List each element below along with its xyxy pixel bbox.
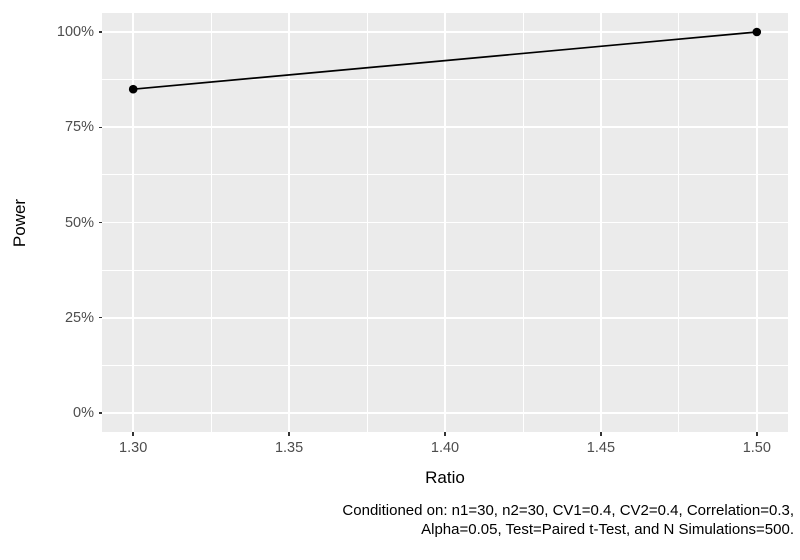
caption-line-2: Alpha=0.05, Test=Paired t-Test, and N Si…	[421, 520, 794, 538]
y-tick-label: 50%	[64, 214, 94, 231]
x-tick-mark	[756, 432, 758, 436]
chart-caption: Conditioned on: n1=30, n2=30, CV1=0.4, C…	[342, 502, 794, 539]
x-axis-title: Ratio	[425, 468, 465, 487]
vertical-gridline-major	[444, 13, 446, 432]
y-tick-label: 0%	[73, 404, 94, 421]
x-tick-label: 1.30	[119, 440, 148, 456]
vertical-gridline-major	[288, 13, 290, 432]
x-tick-mark	[444, 432, 446, 436]
x-tick-mark	[600, 432, 602, 436]
y-tick-label: 75%	[64, 119, 94, 136]
vertical-gridline-major	[755, 13, 758, 432]
x-tick-label: 1.45	[586, 440, 616, 456]
caption-line-1: Conditioned on: n1=30, n2=30, CV1=0.4, C…	[342, 502, 794, 519]
plot-panel	[102, 13, 788, 432]
x-tick-label: 1.35	[274, 440, 304, 456]
x-tick-label: 1.40	[430, 440, 460, 456]
x-tick-mark	[132, 432, 134, 436]
power-line	[133, 31, 757, 91]
y-tick-label: 100%	[56, 24, 94, 41]
vertical-gridline-major	[600, 13, 602, 432]
y-tick-label: 25%	[64, 309, 94, 326]
y-tick-mark	[98, 126, 102, 129]
y-tick-mark	[98, 412, 102, 414]
data-point-1.50	[752, 27, 762, 37]
vertical-gridline-major	[132, 13, 135, 432]
x-tick-label: 1.50	[742, 440, 771, 456]
y-tick-mark	[98, 221, 102, 224]
x-tick-mark	[288, 432, 290, 436]
y-tick-mark	[98, 31, 102, 33]
y-axis-title: Power	[10, 198, 29, 248]
power-line-series	[128, 27, 762, 94]
data-point-1.30	[128, 84, 138, 94]
y-tick-mark	[98, 316, 102, 319]
